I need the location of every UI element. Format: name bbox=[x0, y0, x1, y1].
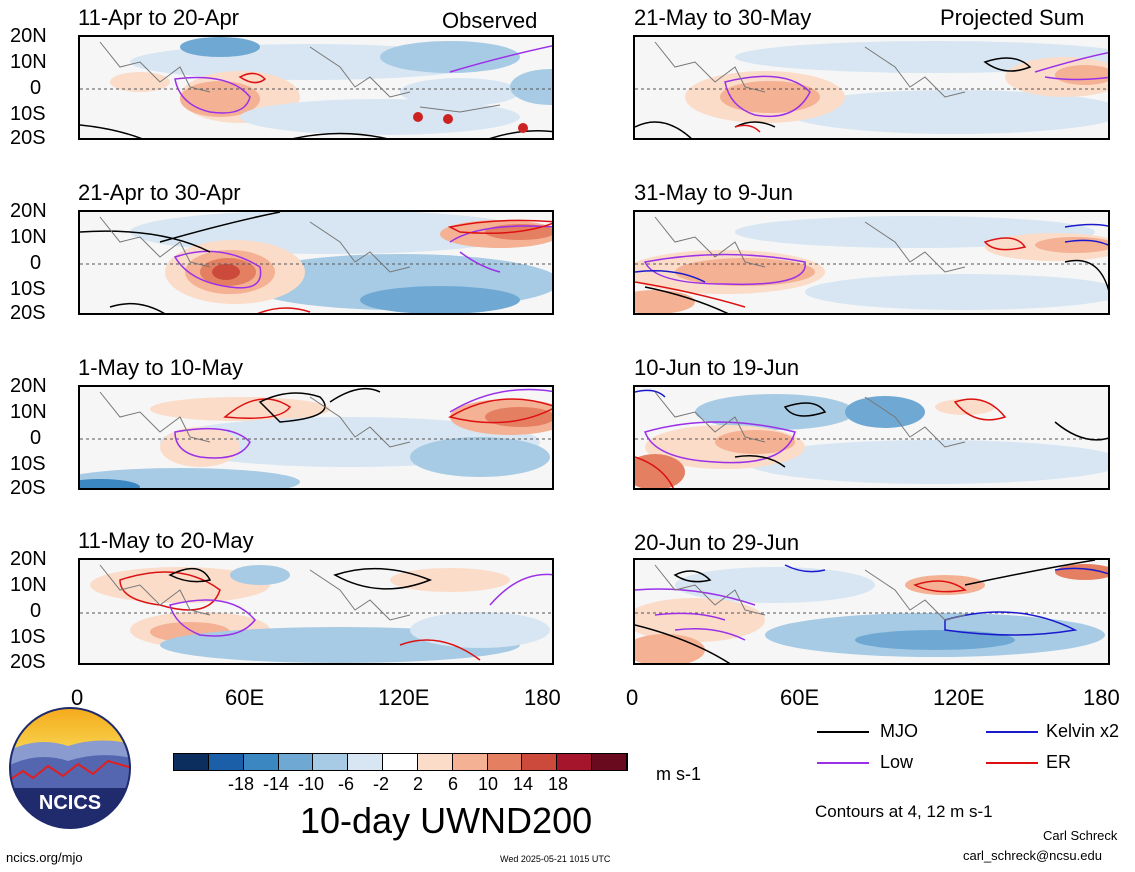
panel-title-r1: 21-May to 30-May bbox=[634, 5, 812, 30]
colorbar-tick-label: 18 bbox=[548, 774, 569, 794]
panel-title-l2: 21-Apr to 30-Apr bbox=[78, 180, 241, 205]
colorbar-swatch bbox=[487, 754, 523, 770]
map-panel-l2 bbox=[78, 210, 554, 315]
lat-label: 20S bbox=[10, 477, 46, 499]
colorbar-swatch bbox=[174, 754, 209, 770]
lat-label: 20S bbox=[10, 127, 46, 149]
contours-note: Contours at 4, 12 m s-1 bbox=[815, 802, 993, 821]
colorbar-swatch bbox=[208, 754, 244, 770]
colorbar-tick-label: -6 bbox=[338, 774, 355, 794]
lat-label: 10S bbox=[10, 103, 46, 125]
colorbar-tick-label: -18 bbox=[228, 774, 255, 794]
colorbar-swatch bbox=[348, 754, 384, 770]
colorbar-swatch bbox=[557, 754, 593, 770]
observed-label: Observed bbox=[442, 8, 538, 33]
lon-label: 180 bbox=[1083, 685, 1120, 710]
colorbar bbox=[173, 753, 628, 771]
colorbar-swatch bbox=[278, 754, 314, 770]
colorbar-swatch bbox=[417, 754, 453, 770]
map-panel-l1 bbox=[78, 35, 554, 140]
lon-label: 180 bbox=[524, 685, 561, 710]
colorbar-tick-label: -14 bbox=[263, 774, 290, 794]
lat-label: 20S bbox=[10, 302, 46, 324]
colorbar-swatch bbox=[243, 754, 279, 770]
legend-kelvin-label: Kelvin x2 bbox=[1046, 721, 1120, 741]
colorbar-swatch bbox=[313, 754, 349, 770]
figure-title: 10-day UWND200 bbox=[300, 800, 593, 841]
lon-label: 120E bbox=[378, 685, 430, 710]
colorbar-swatch bbox=[592, 754, 627, 770]
map-panel-l3 bbox=[78, 385, 554, 490]
legend-kelvin-line bbox=[986, 731, 1038, 733]
lat-label: 0 bbox=[30, 600, 42, 622]
map-panel-l4 bbox=[78, 558, 554, 665]
timestamp: Wed 2025-05-21 1015 UTC bbox=[500, 854, 611, 864]
panel-title-r2: 31-May to 9-Jun bbox=[634, 180, 793, 205]
map-panel-r4 bbox=[633, 558, 1110, 665]
lat-label: 20N bbox=[10, 25, 47, 47]
lon-label: 60E bbox=[225, 685, 265, 710]
map-panel-r2 bbox=[633, 210, 1110, 315]
lat-label: 10N bbox=[10, 401, 47, 423]
units-label: m s-1 bbox=[656, 764, 701, 784]
author-name: Carl Schreck bbox=[1043, 828, 1118, 843]
lat-label: 20N bbox=[10, 375, 47, 397]
legend-mjo-label: MJO bbox=[880, 721, 918, 741]
legend-er-label: ER bbox=[1046, 752, 1072, 772]
lat-label: 20S bbox=[10, 651, 46, 673]
map-panel-r1 bbox=[633, 35, 1110, 140]
lat-label: 10N bbox=[10, 226, 47, 248]
panel-title-l4: 11-May to 20-May bbox=[78, 528, 254, 553]
lat-label: 10N bbox=[10, 51, 47, 73]
panel-title-l3: 1-May to 10-May bbox=[78, 355, 244, 380]
colorbar-swatch bbox=[452, 754, 488, 770]
lat-label: 20N bbox=[10, 200, 47, 222]
map-panel-r3 bbox=[633, 385, 1110, 490]
projected-label: Projected Sum bbox=[940, 5, 1085, 30]
lon-label: 120E bbox=[933, 685, 985, 710]
ncics-logo[interactable]: NCICS bbox=[8, 706, 132, 830]
lat-label: 20N bbox=[10, 548, 47, 570]
lon-label: 0 bbox=[71, 685, 84, 710]
colorbar-tick-label: -10 bbox=[298, 774, 325, 794]
lat-label: 10S bbox=[10, 453, 46, 475]
lon-label: 60E bbox=[780, 685, 820, 710]
author-email[interactable]: carl_schreck@ncsu.edu bbox=[963, 848, 1102, 863]
colorbar-tick-label: 14 bbox=[513, 774, 534, 794]
logo-text: NCICS bbox=[38, 792, 102, 814]
colorbar-tick-label: -2 bbox=[373, 774, 390, 794]
legend-low-line bbox=[817, 762, 869, 764]
panel-title-l1: 11-Apr to 20-Apr bbox=[78, 5, 240, 30]
lat-label: 0 bbox=[30, 252, 42, 274]
colorbar-tick-label: 6 bbox=[448, 774, 459, 794]
lat-label: 10N bbox=[10, 574, 47, 596]
colorbar-tick-label: 10 bbox=[478, 774, 499, 794]
legend-er-line bbox=[986, 762, 1038, 764]
colorbar-swatch bbox=[383, 754, 418, 770]
lat-label: 0 bbox=[30, 77, 42, 99]
lon-label: 0 bbox=[626, 685, 639, 710]
legend-mjo-line bbox=[817, 731, 869, 733]
colorbar-swatch bbox=[522, 754, 558, 770]
lat-label: 10S bbox=[10, 626, 46, 648]
panel-title-r4: 20-Jun to 29-Jun bbox=[634, 530, 800, 555]
site-link[interactable]: ncics.org/mjo bbox=[6, 850, 83, 865]
lat-label: 0 bbox=[30, 427, 42, 449]
panel-title-r3: 10-Jun to 19-Jun bbox=[634, 355, 800, 380]
legend-low-label: Low bbox=[880, 752, 914, 772]
colorbar-tick-label: 2 bbox=[413, 774, 424, 794]
lat-label: 10S bbox=[10, 278, 46, 300]
